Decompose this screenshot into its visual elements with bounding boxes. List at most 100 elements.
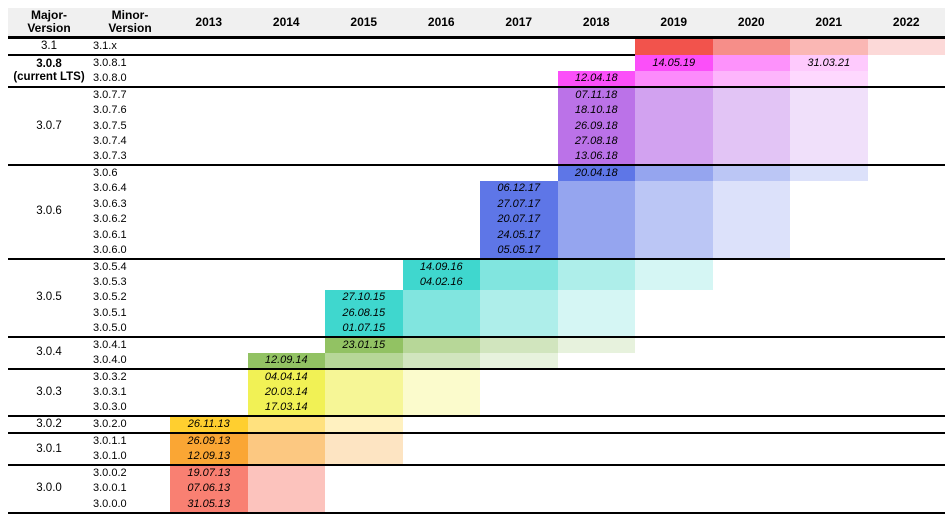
- support-bar-cell: [635, 165, 713, 182]
- timeline-cell: [325, 149, 403, 167]
- timeline-cell: [480, 449, 558, 467]
- timeline-cell: [713, 481, 791, 496]
- support-bar-cell: [790, 87, 868, 103]
- timeline-cell: [325, 181, 403, 196]
- timeline-cell: [713, 306, 791, 321]
- timeline-cell: [558, 369, 636, 385]
- support-bar-cell: [557, 305, 635, 321]
- timeline-cell: [868, 134, 946, 149]
- year-header: 2021: [790, 8, 868, 39]
- support-bar-cell: [635, 133, 713, 150]
- release-date-cell: 12.04.18: [557, 71, 635, 88]
- major-version-cell: 3.0.5: [8, 258, 90, 338]
- version-row: 3.0.5 3.0.5.4 14.09.16: [8, 258, 945, 338]
- timeline-cell: [170, 197, 248, 212]
- timeline-cell: [402, 242, 480, 260]
- timeline-cell: [170, 181, 248, 196]
- version-row: 3.0.1 3.0.1.1 26.09.13: [8, 433, 945, 467]
- minor-version-cell: 3.0.5.0: [90, 320, 170, 338]
- timeline-cell: [558, 465, 636, 481]
- version-row: 3.0.0.0 31.05.13: [8, 496, 945, 514]
- timeline-cell: [480, 416, 558, 435]
- minor-version-cell: 3.0.3.2: [93, 370, 127, 383]
- timeline-cell: [868, 290, 946, 305]
- timeline-cell: [868, 87, 946, 103]
- major-version-cell: 3.0.3: [8, 368, 90, 418]
- support-bar-cell: [712, 196, 790, 212]
- support-bar-cell: [480, 258, 558, 275]
- timeline-cell: [480, 465, 558, 481]
- timeline-cell: [868, 275, 946, 290]
- timeline-cell: [480, 385, 558, 400]
- support-bar-cell: [712, 211, 790, 228]
- support-bar-cell: [557, 227, 635, 243]
- timeline-cell: [325, 134, 403, 149]
- release-date-cell: 20.04.18: [557, 165, 635, 182]
- timeline-cell: [248, 55, 326, 71]
- timeline-cell: [403, 227, 481, 242]
- version-row: 3.0.7.5 26.09.18: [8, 118, 946, 134]
- release-timeline-table: Major- Version Minor- Version 2013 2014 2015…: [8, 8, 945, 514]
- timeline-cell: [170, 320, 248, 338]
- minor-version-cell: 3.0.7.4: [93, 134, 127, 147]
- timeline-cell: [868, 118, 946, 133]
- support-bar-cell: [790, 103, 868, 119]
- timeline-cell: [867, 149, 945, 167]
- release-date-cell: 26.09.13: [170, 433, 248, 450]
- major-version-cell: 3.0.2: [8, 416, 90, 435]
- support-bar-cell: [712, 71, 790, 88]
- release-date-cell: 14.09.16: [402, 258, 480, 275]
- timeline-cell: [790, 369, 868, 385]
- timeline-cell: [867, 449, 945, 467]
- support-bar-cell: [247, 481, 325, 497]
- timeline-cell: [557, 37, 635, 56]
- minor-version-cell: 3.0.8.1: [93, 57, 127, 69]
- timeline-cell: [867, 71, 945, 88]
- timeline-cell: [557, 449, 635, 467]
- support-bar-cell: [557, 336, 635, 353]
- timeline-cell: [480, 118, 558, 133]
- version-row: 3.0.6.1 24.05.17: [8, 227, 945, 243]
- timeline-cell: [480, 481, 558, 496]
- timeline-cell: [635, 400, 713, 418]
- minor-version-cell: 3.0.2.0: [90, 416, 170, 435]
- support-bar-cell: [557, 258, 635, 275]
- timeline-cell: [247, 149, 325, 167]
- major-version-cell: 3.0.7: [8, 87, 90, 167]
- version-row: 3.1 3.1.x: [8, 36, 945, 56]
- timeline-cell: [325, 118, 403, 133]
- minor-version-cell: 3.0.0.1: [93, 482, 127, 495]
- release-date-cell: 13.06.18: [557, 149, 635, 167]
- version-row: 3.0.4 3.0.4.1 23.01.15: [8, 336, 945, 370]
- timeline-cell: [170, 37, 248, 56]
- timeline-cell: [402, 71, 480, 88]
- timeline-cell: [635, 496, 713, 514]
- timeline-cell: [480, 87, 558, 103]
- support-bar-cell: [325, 368, 403, 385]
- timeline-cell: [402, 416, 480, 435]
- timeline-cell: [480, 369, 558, 385]
- timeline-cell: [790, 400, 868, 418]
- timeline-cell: [403, 465, 481, 481]
- timeline-cell: [403, 87, 481, 103]
- timeline-cell: [790, 181, 868, 196]
- version-row: 3.0.0 3.0.0.2 19.07.13: [8, 465, 945, 514]
- support-bar-cell: [635, 274, 713, 291]
- timeline-cell: [170, 369, 248, 385]
- timeline-cell: [713, 433, 791, 449]
- release-date-cell: 26.11.13: [170, 416, 248, 435]
- support-bar-cell: [712, 227, 790, 243]
- support-bar-cell: [790, 71, 868, 88]
- minor-version-cell: 3.0.7.7: [93, 89, 127, 101]
- timeline-cell: [247, 320, 325, 338]
- major-version-cell: 3.0.6: [8, 165, 90, 260]
- timeline-cell: [635, 337, 713, 353]
- release-date-cell: 17.03.14: [247, 400, 325, 418]
- timeline-cell: [712, 352, 790, 370]
- timeline-cell: [325, 496, 403, 514]
- version-row: 3.0.0.1 07.06.13: [8, 481, 945, 497]
- timeline-cell: [790, 416, 868, 435]
- support-bar-cell: [557, 242, 635, 260]
- timeline-cell: [635, 433, 713, 449]
- timeline-cell: [557, 352, 635, 370]
